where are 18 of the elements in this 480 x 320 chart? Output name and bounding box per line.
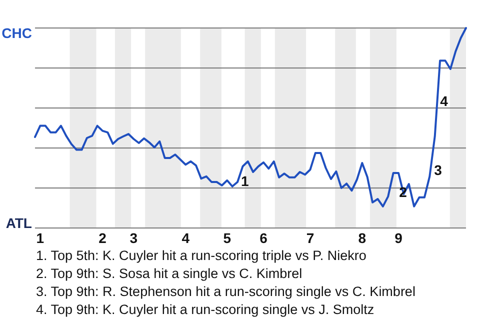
x-tick-label: 4 [182, 230, 190, 246]
x-tick-label: 3 [130, 230, 138, 246]
text: ATL [6, 215, 32, 231]
annotation: 1 [241, 172, 249, 189]
x-tick-label: 7 [306, 230, 314, 246]
x-tick-label: 1 [36, 230, 44, 246]
text: 4. Top 9th: K. Cuyler hit a run-scoring single vs J. Smoltz [36, 302, 374, 317]
x-tick-label: 5 [223, 230, 232, 246]
annotation: 4 [440, 92, 448, 109]
x-tick-label: 2 [98, 230, 107, 246]
text: 2. Top 9th: S. Sosa hit a single vs C. Kimbrel [36, 266, 302, 281]
x-tick-label: 9 [394, 230, 403, 246]
annotation: 3 [434, 162, 442, 178]
text: CHC [2, 24, 32, 41]
text: 1. Top 5th: K. Cuyler hit a run-scoring triple vs P. Niekro [36, 248, 366, 263]
x-tick-label: 8 [358, 230, 366, 246]
x-tick-label: 6 [260, 230, 268, 246]
text: 3. Top 9th: R. Stephenson hit a run-scoring single vs C. Kimbrel [36, 284, 416, 299]
